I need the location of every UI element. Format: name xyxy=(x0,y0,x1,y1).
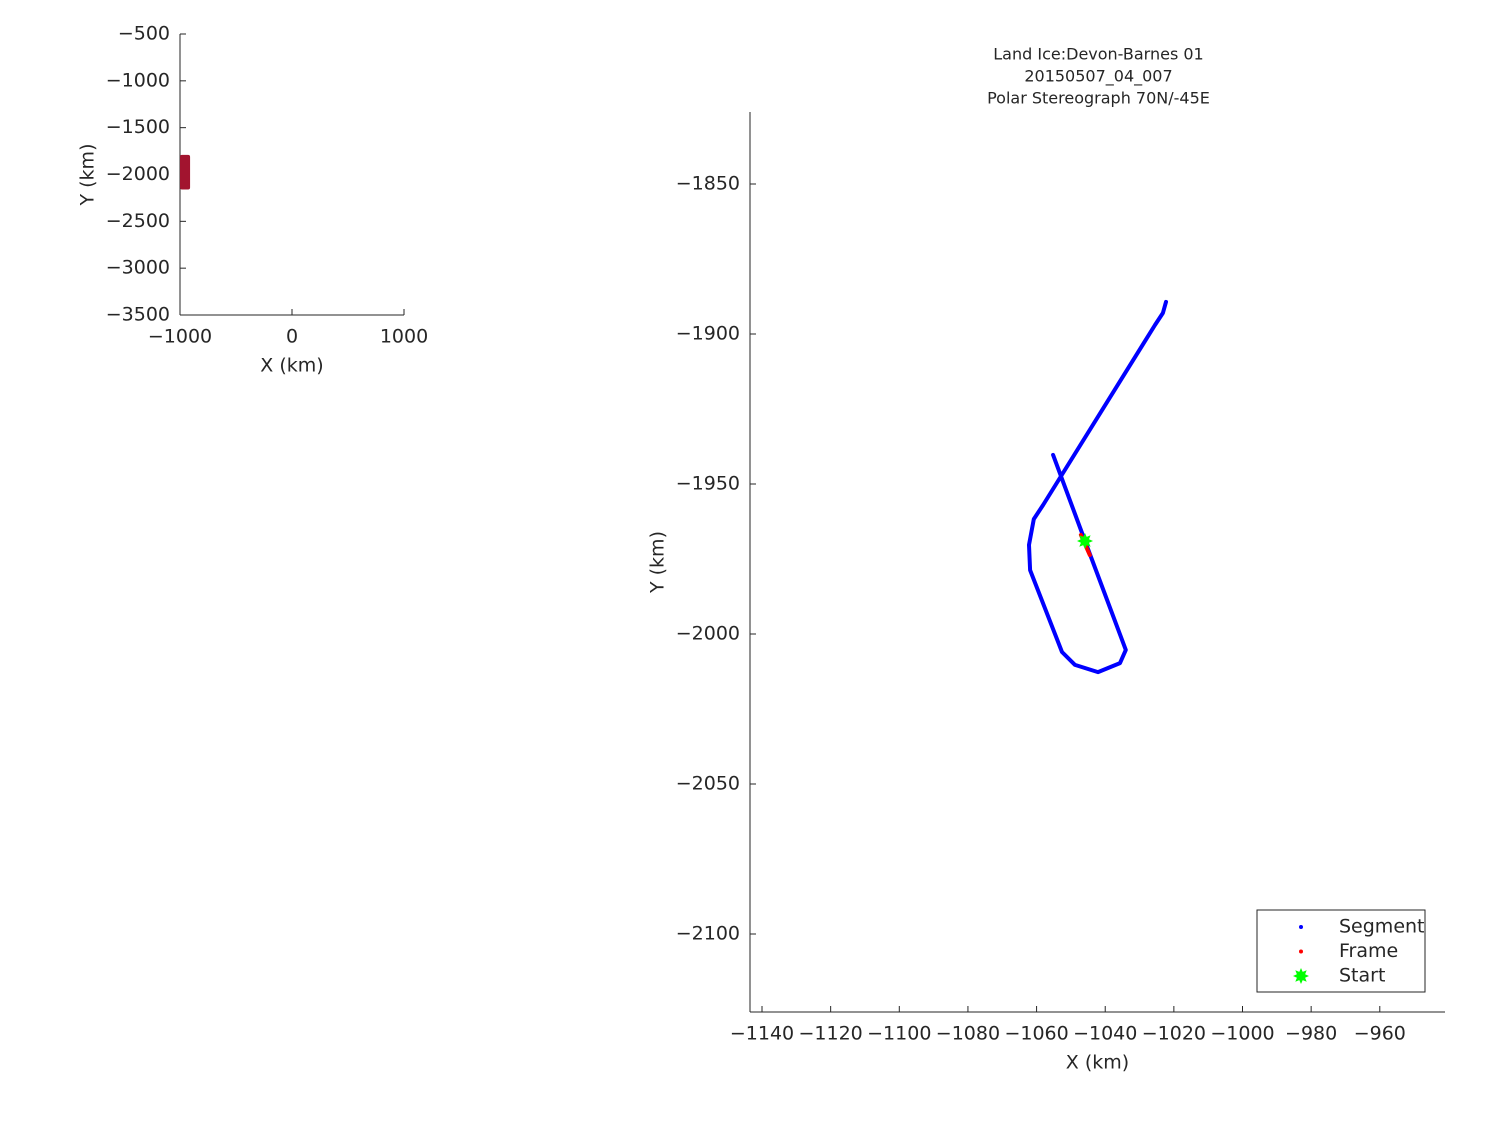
y-tick-label: −2050 xyxy=(676,773,740,795)
x-tick-label: −1020 xyxy=(1142,1023,1206,1045)
x-axis-label: X (km) xyxy=(260,355,323,377)
legend-label: Frame xyxy=(1339,940,1398,962)
x-tick-label: 0 xyxy=(286,326,298,348)
x-tick-label: −980 xyxy=(1285,1023,1337,1045)
y-tick-label: −2100 xyxy=(676,923,740,945)
x-tick-label: −1000 xyxy=(1210,1023,1274,1045)
x-tick-label: −1100 xyxy=(867,1023,931,1045)
legend-marker xyxy=(1299,949,1303,954)
y-tick-label: −3500 xyxy=(106,304,170,326)
legend-box xyxy=(1256,909,1426,993)
legend-label: Start xyxy=(1339,965,1385,987)
y-tick-label: −1500 xyxy=(106,116,170,138)
y-axis-label: Y (km) xyxy=(77,144,99,207)
x-tick-label: −1000 xyxy=(148,326,212,348)
chart-title: Polar Stereograph 70N/-45E xyxy=(987,89,1210,108)
y-tick-label: −1850 xyxy=(676,173,740,195)
x-tick-label: −1120 xyxy=(799,1023,863,1045)
chart-title: Land Ice:Devon-Barnes 01 xyxy=(993,45,1203,64)
y-tick-label: −2000 xyxy=(676,623,740,645)
y-tick-label: −3000 xyxy=(106,257,170,279)
legend-marker xyxy=(1293,968,1309,984)
y-tick-label: −1950 xyxy=(676,473,740,495)
y-tick-label: −2500 xyxy=(106,210,170,232)
chart-title: 20150507_04_007 xyxy=(1024,67,1172,87)
x-tick-label: −960 xyxy=(1354,1023,1406,1045)
legend-marker xyxy=(1299,925,1303,929)
track-line xyxy=(1027,299,1168,675)
y-tick-label: −1000 xyxy=(106,69,170,91)
track-region xyxy=(180,154,191,190)
x-tick-label: −1140 xyxy=(730,1023,794,1045)
y-axis-label: Y (km) xyxy=(647,531,669,594)
y-tick-label: −1900 xyxy=(676,323,740,345)
x-tick-label: 1000 xyxy=(380,326,428,348)
x-tick-label: −1080 xyxy=(936,1023,1000,1045)
start-marker xyxy=(1077,533,1093,549)
legend-label: Segment xyxy=(1339,916,1425,938)
y-tick-label: −500 xyxy=(118,23,170,45)
x-tick-label: −1040 xyxy=(1073,1023,1137,1045)
x-axis-label: X (km) xyxy=(1066,1052,1129,1074)
y-tick-label: −2000 xyxy=(106,163,170,185)
x-tick-label: −1060 xyxy=(1004,1023,1068,1045)
